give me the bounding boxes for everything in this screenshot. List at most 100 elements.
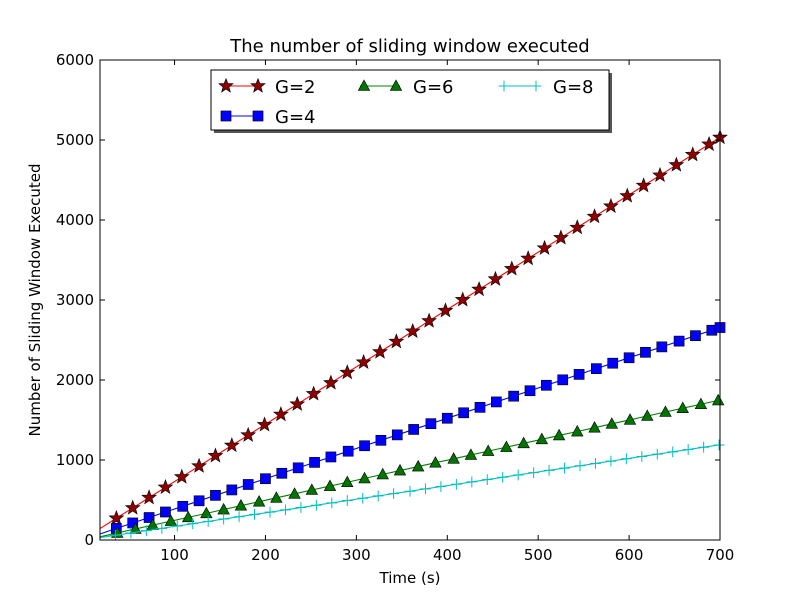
data-point [411, 459, 425, 472]
x-tick-label: 600 [615, 546, 644, 564]
data-point [673, 335, 685, 347]
data-point [234, 499, 248, 511]
data-point [481, 444, 495, 456]
series-g6 [99, 393, 725, 538]
data-point [503, 260, 520, 276]
data-point [425, 418, 437, 430]
data-point [659, 405, 672, 417]
data-point [323, 479, 337, 491]
plot-area: 100 200 300 400 500 600 700 0 1000 2000 3000 4000 50… [56, 51, 735, 564]
legend-frame [210, 69, 610, 131]
data-point [210, 490, 221, 501]
data-point [288, 487, 301, 499]
legend-marker [389, 79, 403, 91]
data-point [355, 353, 372, 369]
legend-marker [498, 80, 510, 92]
data-point [187, 518, 199, 530]
data-point [325, 451, 337, 463]
data-point [110, 529, 121, 541]
data-point [573, 369, 585, 380]
data-point [388, 333, 405, 349]
data-point [458, 407, 469, 419]
data-point [512, 469, 524, 481]
data-point [372, 343, 388, 359]
data-point [256, 416, 273, 432]
data-point [326, 497, 338, 509]
data-point [652, 166, 668, 182]
data-point [569, 219, 586, 235]
legend-entry: G=2 [218, 77, 315, 98]
data-point [171, 520, 183, 532]
data-point [676, 401, 689, 413]
data-point [557, 374, 569, 386]
data-point [376, 467, 389, 480]
legend-label: G=2 [275, 77, 315, 98]
data-point [124, 499, 141, 515]
data-point [359, 440, 370, 452]
data-point [605, 455, 617, 467]
data-point [273, 406, 289, 422]
data-point [181, 510, 195, 523]
data-point [574, 460, 586, 472]
data-point [193, 495, 205, 507]
data-point [694, 397, 708, 410]
data-point [223, 437, 240, 453]
series-layer [99, 129, 728, 541]
data-point [164, 514, 178, 526]
data-point [408, 424, 419, 435]
data-point [404, 322, 421, 338]
data-point [388, 488, 400, 499]
data-point [156, 522, 168, 534]
data-point [429, 456, 442, 468]
data-point [497, 471, 509, 483]
y-tick-label: 5000 [56, 131, 94, 149]
data-point [641, 409, 654, 421]
legend-marker [357, 79, 371, 91]
ticks-layer: 100 200 300 400 500 600 700 0 1000 2000 3000 4000 50… [56, 51, 735, 564]
data-point [391, 429, 403, 441]
data-point [393, 463, 407, 476]
data-point [404, 485, 416, 497]
y-tick-label: 6000 [56, 51, 94, 69]
x-tick-label: 700 [706, 546, 735, 564]
data-point [711, 393, 725, 406]
data-point [341, 495, 353, 506]
data-point [450, 478, 462, 490]
data-point [559, 462, 570, 474]
data-point [535, 432, 549, 445]
legend-marker [530, 80, 542, 92]
data-point [500, 440, 513, 452]
legend-marker [220, 110, 232, 122]
legend-marker [218, 77, 234, 93]
data-point [260, 473, 271, 485]
data-point [125, 527, 137, 539]
data-point [656, 341, 668, 353]
data-point [651, 448, 663, 460]
data-point [157, 478, 174, 494]
legend-marker [252, 110, 264, 122]
data-point [586, 208, 603, 224]
x-tick-label: 200 [251, 546, 280, 564]
data-point [141, 489, 157, 505]
data-point [200, 506, 213, 519]
x-tick-label: 500 [524, 546, 553, 564]
data-point [466, 476, 478, 488]
legend-label: G=8 [553, 77, 593, 98]
data-point [252, 495, 266, 507]
data-point [341, 475, 354, 488]
data-point [358, 471, 371, 484]
data-point [420, 483, 431, 495]
data-point [603, 197, 619, 213]
data-point [553, 229, 569, 245]
chart-title: The number of sliding window executed [229, 36, 589, 57]
data-point [607, 357, 619, 369]
data-point [605, 417, 619, 429]
series-g4 [99, 322, 726, 535]
data-point [481, 474, 493, 485]
x-axis-label: Time (s) [379, 569, 441, 587]
data-point [357, 492, 369, 504]
y-tick-label: 0 [84, 531, 94, 549]
data-point [437, 302, 454, 318]
data-point [435, 481, 447, 492]
